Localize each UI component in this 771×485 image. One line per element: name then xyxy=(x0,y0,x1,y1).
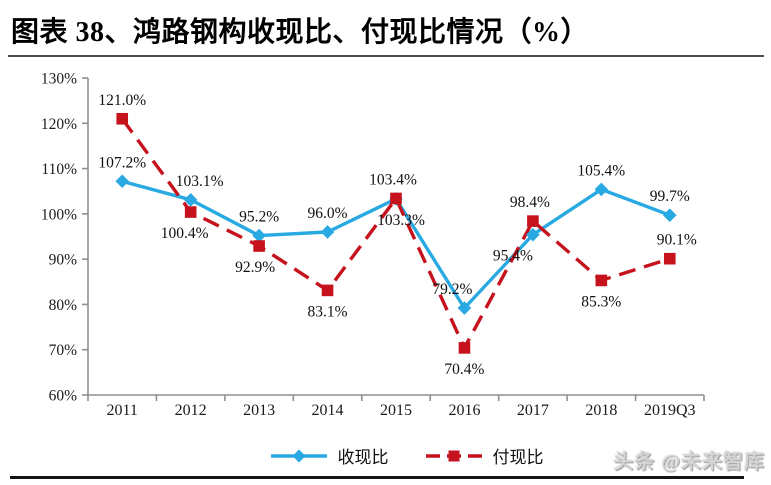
title-underline xyxy=(8,55,764,57)
data-label: 121.0% xyxy=(98,92,146,109)
chart-title: 图表 38、鸿路钢构收现比、付现比情况（%） xyxy=(11,17,590,48)
x-tick-label: 2019Q3 xyxy=(644,402,696,419)
x-tick-label: 2012 xyxy=(175,402,207,419)
series-0-marker xyxy=(594,182,609,197)
series-0-marker xyxy=(115,174,130,189)
series-0-marker xyxy=(183,193,198,207)
series-1-marker xyxy=(458,342,471,354)
data-label: 70.4% xyxy=(444,361,484,378)
y-tick-label: 80% xyxy=(49,297,78,314)
series-0-marker xyxy=(662,208,677,223)
x-tick-label: 2018 xyxy=(585,402,617,419)
y-tick-label: 130% xyxy=(41,71,77,88)
watermark: 头条 @未来智库 xyxy=(613,451,765,473)
data-label: 107.2% xyxy=(98,154,146,171)
y-tick-label: 100% xyxy=(41,206,77,223)
series-1-marker xyxy=(390,192,402,205)
series-0-marker xyxy=(526,227,540,242)
square-legend-marker-icon xyxy=(425,450,482,461)
y-tick-label: 60% xyxy=(49,388,78,405)
x-tick-label: 2013 xyxy=(243,402,275,419)
x-tick-label: 2011 xyxy=(107,402,138,419)
data-label: 95.4% xyxy=(493,248,533,265)
series-0-marker xyxy=(320,225,335,239)
x-tick-label: 2015 xyxy=(380,402,412,419)
data-label: 90.1% xyxy=(657,232,697,249)
series-1-marker xyxy=(321,284,334,297)
legend-label-0: 收现比 xyxy=(337,448,389,467)
data-label: 103.3% xyxy=(377,212,425,229)
data-label: 95.2% xyxy=(239,209,279,226)
legend-item-0: 收现比 xyxy=(270,443,389,468)
x-tick-label: 2017 xyxy=(517,402,549,419)
chart-canvas: 60% 70% 80% 90% 100% 110% 120% 130% 2011 2012 2013… xyxy=(41,71,705,419)
y-tick-label: 110% xyxy=(41,161,77,178)
chart-legend: 收现比 付现比 xyxy=(0,443,771,468)
series-1-marker xyxy=(595,274,608,287)
data-label: 99.7% xyxy=(650,188,690,205)
data-label: 103.1% xyxy=(176,173,224,190)
y-tick-label: 90% xyxy=(49,252,78,269)
legend-item-1: 付现比 xyxy=(425,443,544,468)
series-1-marker xyxy=(253,240,265,252)
data-label: 85.3% xyxy=(581,293,621,310)
series-1-marker xyxy=(184,206,197,218)
data-label: 79.2% xyxy=(432,281,472,298)
data-label: 105.4% xyxy=(577,162,625,179)
x-tick-label: 2014 xyxy=(312,402,344,419)
series-line-1 xyxy=(120,117,671,350)
y-tick-label: 70% xyxy=(49,342,78,359)
line-chart: 60% 70% 80% 90% 100% 110% 120% 130% 2011 2012 2013… xyxy=(0,62,771,442)
x-tick-label: 2016 xyxy=(448,402,480,419)
data-label: 96.0% xyxy=(308,205,348,222)
figure-bottom-border xyxy=(10,476,744,479)
series-1-marker xyxy=(116,112,129,125)
y-tick-label: 120% xyxy=(41,116,77,133)
legend-label-1: 付现比 xyxy=(492,448,544,467)
data-label: 92.9% xyxy=(235,259,275,276)
data-label: 103.4% xyxy=(369,171,417,188)
series-1-marker xyxy=(527,215,539,227)
data-label: 98.4% xyxy=(510,194,550,211)
diamond-legend-marker-icon xyxy=(270,449,327,462)
series-1-marker xyxy=(663,252,676,265)
data-label: 100.4% xyxy=(161,225,209,242)
series-0-marker xyxy=(252,228,266,243)
series-0-marker xyxy=(457,301,472,315)
data-label: 83.1% xyxy=(308,303,348,320)
